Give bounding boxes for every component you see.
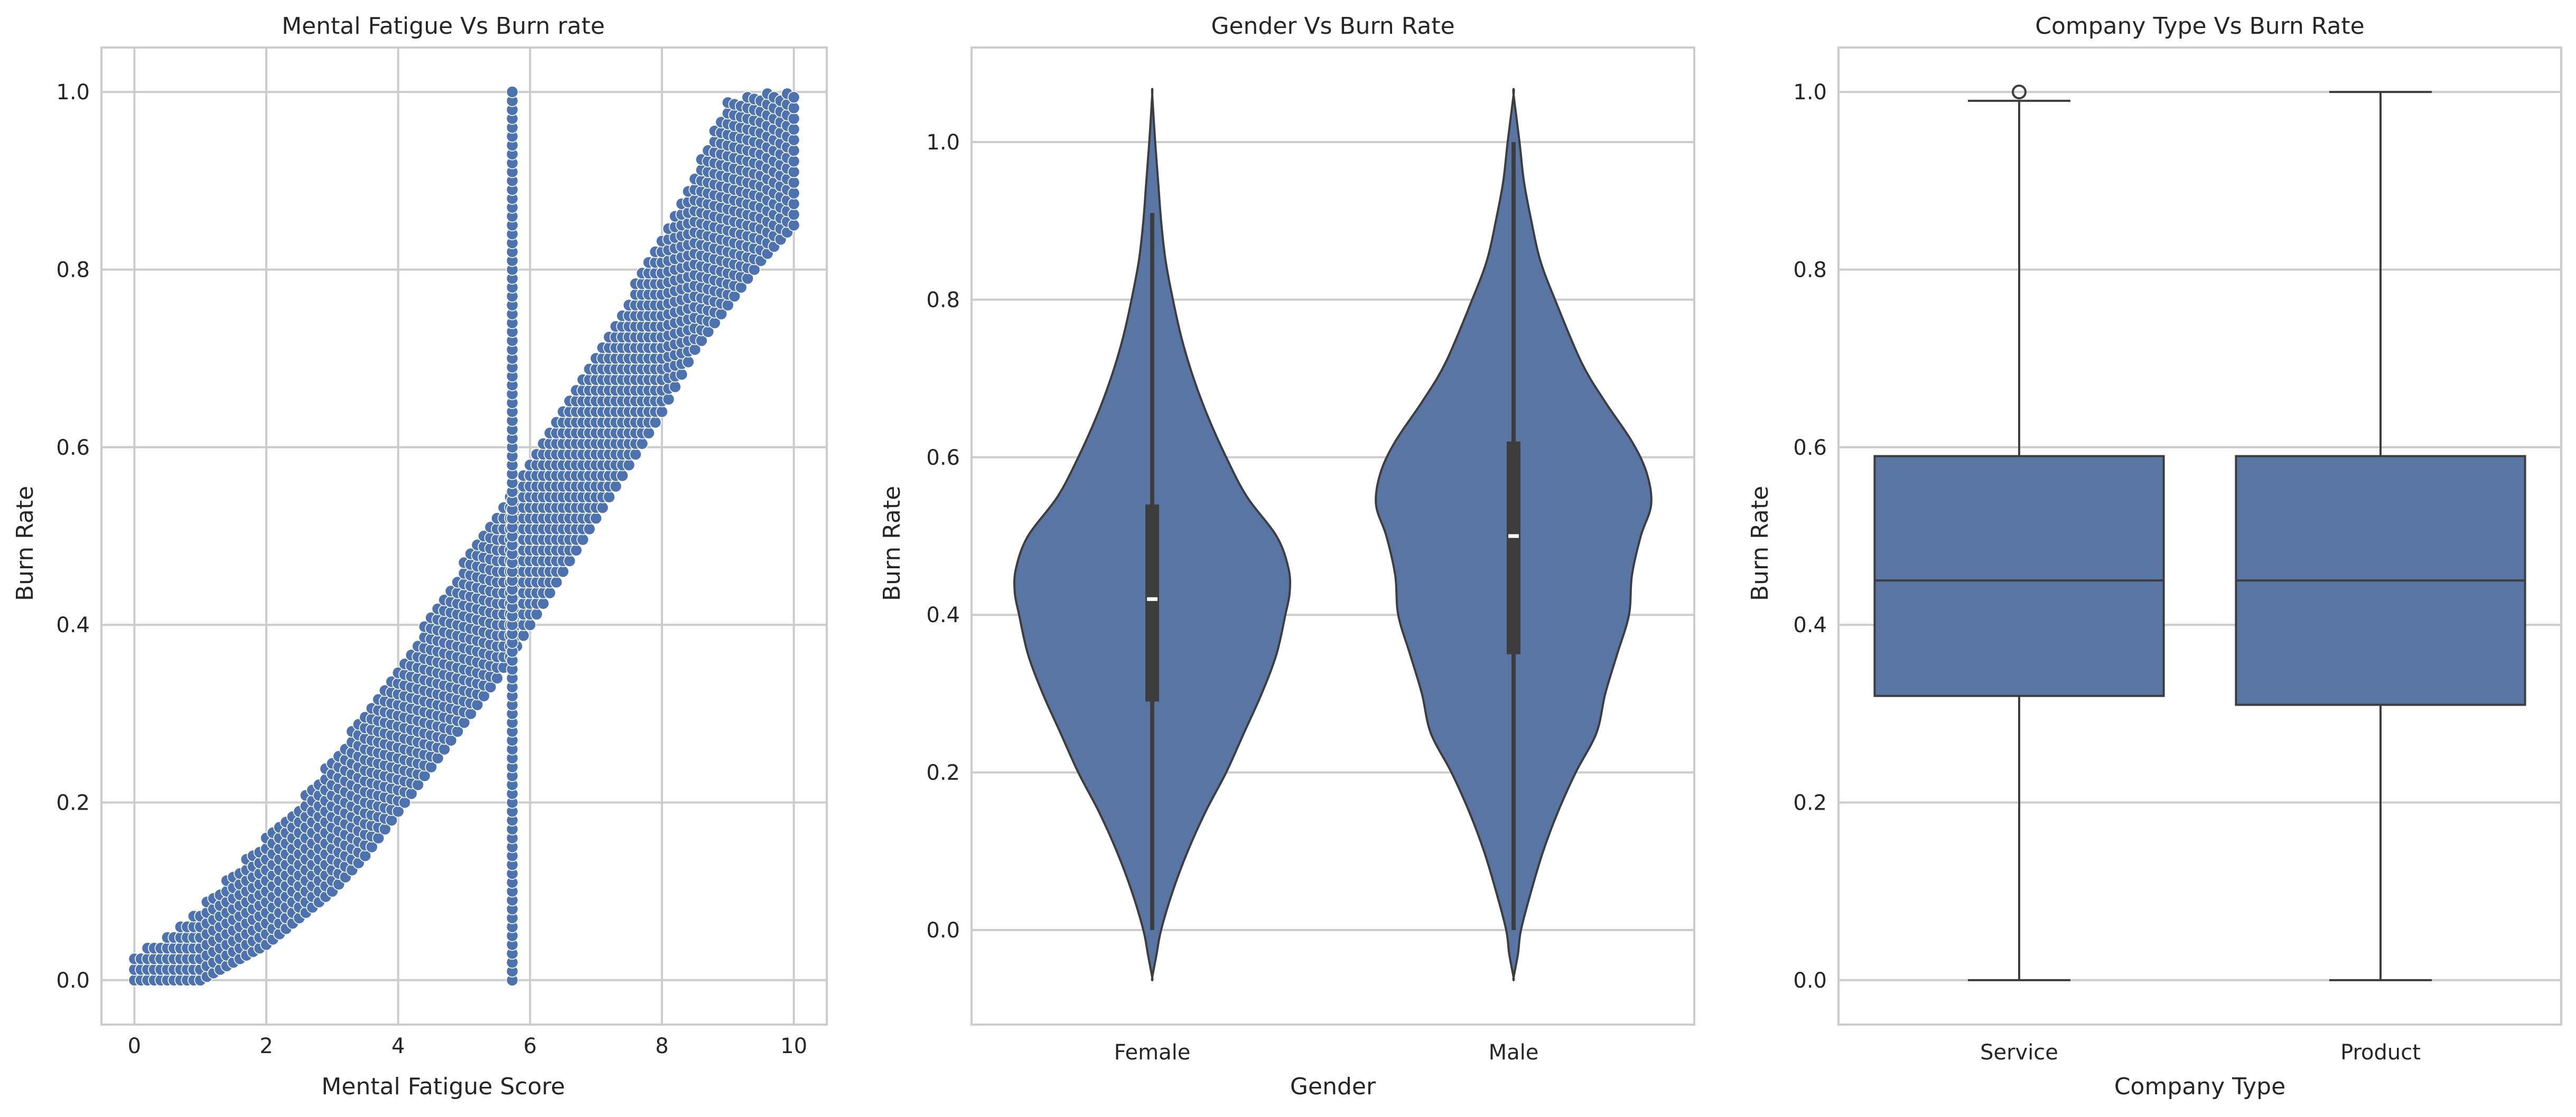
plot-frame bbox=[1837, 46, 2562, 1026]
scatter-point bbox=[524, 618, 537, 631]
scatter-point bbox=[649, 416, 662, 429]
y-tick-label: 1.0 bbox=[926, 130, 960, 155]
x-tick-label: 6 bbox=[524, 1034, 537, 1058]
violin-panel: Gender Vs Burn Rate Gender Burn Rate 0.0… bbox=[879, 13, 1695, 1100]
scatter-point bbox=[787, 219, 800, 232]
scatter-points bbox=[128, 86, 800, 987]
box-outlier bbox=[2012, 85, 2027, 100]
x-tick-label: Product bbox=[2340, 1040, 2421, 1065]
chart-title: Company Type Vs Burn Rate bbox=[2035, 13, 2365, 40]
scatter-point bbox=[682, 355, 695, 369]
y-tick-label: 0.4 bbox=[926, 603, 960, 627]
scatter-point bbox=[787, 208, 800, 221]
scatter-panel: Mental Fatigue Vs Burn rate Mental Fatig… bbox=[12, 13, 828, 1100]
grid bbox=[1838, 91, 2561, 981]
y-axis-label: Burn Rate bbox=[1747, 486, 1774, 601]
scatter-point bbox=[622, 458, 636, 472]
chart-title: Mental Fatigue Vs Burn rate bbox=[282, 13, 605, 40]
scatter-point bbox=[609, 480, 622, 493]
scatter-point bbox=[787, 91, 800, 104]
x-axis-label: Company Type bbox=[2114, 1073, 2285, 1100]
y-tick-label: 0.0 bbox=[926, 918, 960, 943]
y-tick-label: 0.8 bbox=[1793, 258, 1827, 282]
scatter-point bbox=[787, 123, 800, 136]
scatter-point bbox=[576, 533, 589, 546]
y-tick-label: 0.2 bbox=[1793, 791, 1827, 815]
y-tick-label: 0.2 bbox=[56, 791, 90, 815]
scatter-point bbox=[583, 522, 596, 536]
scatter-point bbox=[642, 427, 655, 439]
y-tick-label: 0.2 bbox=[926, 761, 960, 785]
scatter-point bbox=[563, 555, 576, 567]
scatter-point bbox=[675, 368, 688, 381]
scatter-point bbox=[570, 544, 583, 557]
scatter-point bbox=[787, 101, 800, 115]
y-tick-label: 0.4 bbox=[56, 613, 90, 637]
x-axis-label: Mental Fatigue Score bbox=[321, 1073, 565, 1100]
violin-iqr-bar bbox=[1507, 441, 1520, 654]
scatter-point bbox=[787, 187, 800, 200]
scatter-point bbox=[787, 134, 800, 146]
scatter-point bbox=[596, 501, 609, 514]
scatter-point bbox=[556, 565, 570, 578]
y-tick-label: 0.6 bbox=[56, 436, 90, 460]
scatter-point bbox=[662, 393, 675, 406]
scatter-point bbox=[787, 112, 800, 125]
box-panel: Company Type Vs Burn Rate Company Type B… bbox=[1747, 13, 2562, 1100]
y-tick-label: 0.6 bbox=[926, 446, 960, 470]
scatter-point bbox=[506, 86, 519, 98]
y-tick-label: 0.8 bbox=[56, 258, 90, 282]
scatter-point bbox=[669, 380, 682, 393]
y-tick-label: 0.6 bbox=[1793, 436, 1827, 460]
y-tick-label: 1.0 bbox=[1793, 80, 1827, 105]
y-axis-label: Burn Rate bbox=[12, 486, 39, 601]
y-tick-label: 0.0 bbox=[1793, 969, 1827, 993]
scatter-point bbox=[517, 629, 530, 642]
x-tick-label: 10 bbox=[780, 1034, 807, 1058]
scatter-point bbox=[491, 672, 503, 684]
scatter-point bbox=[530, 608, 543, 621]
plot-frame bbox=[970, 46, 1695, 1026]
scatter-point bbox=[550, 576, 563, 589]
scatter-point bbox=[537, 597, 550, 610]
scatter-point bbox=[603, 491, 615, 503]
x-tick-label: 2 bbox=[259, 1034, 273, 1058]
x-tick-label: 8 bbox=[655, 1034, 668, 1058]
scatter-point bbox=[629, 448, 642, 461]
y-tick-label: 0.8 bbox=[926, 288, 960, 312]
chart-title: Gender Vs Burn Rate bbox=[1211, 13, 1454, 40]
scatter-point bbox=[636, 437, 649, 450]
scatter-point bbox=[590, 512, 602, 525]
x-tick-label: Female bbox=[1114, 1040, 1191, 1065]
y-tick-label: 0.4 bbox=[1793, 613, 1827, 637]
scatter-point bbox=[656, 405, 668, 418]
y-tick-label: 1.0 bbox=[56, 80, 90, 105]
scatter-point bbox=[787, 165, 800, 179]
scatter-point bbox=[543, 586, 556, 599]
scatter-point bbox=[787, 176, 800, 189]
plot-frame bbox=[100, 46, 828, 1026]
x-tick-label: 0 bbox=[128, 1034, 141, 1058]
y-axis-label: Burn Rate bbox=[879, 486, 906, 601]
scatter-point bbox=[787, 144, 800, 157]
x-tick-label: Male bbox=[1489, 1040, 1539, 1065]
x-tick-label: Service bbox=[1980, 1040, 2058, 1065]
scatter-point bbox=[787, 155, 800, 168]
y-tick-label: 0.0 bbox=[56, 969, 90, 993]
x-axis-label: Gender bbox=[1290, 1073, 1376, 1100]
violin-iqr-bar bbox=[1145, 504, 1159, 702]
x-tick-label: 4 bbox=[391, 1034, 405, 1058]
scatter-point bbox=[787, 198, 800, 210]
scatter-point bbox=[616, 469, 629, 482]
box-body bbox=[1873, 455, 2165, 697]
